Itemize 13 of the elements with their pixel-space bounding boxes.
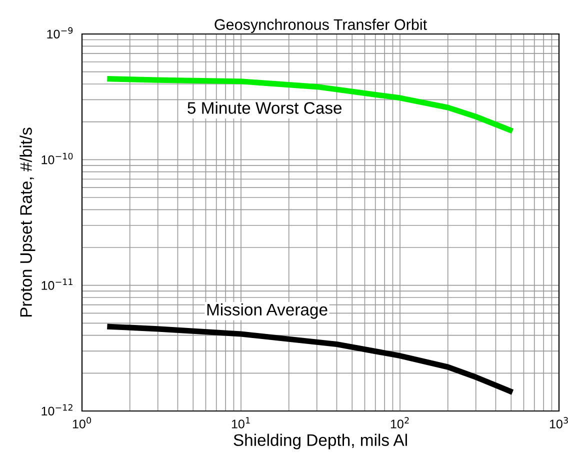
y-tick-label: 10$^{−10}$ [42,152,73,164]
y-tick-label: 10$^{−9}$ [47,27,73,39]
y-tick-label: 10$^{−11}$ [42,278,72,290]
x-tick-label: 10$^{2}$ [390,417,409,428]
series-label: 5 Minute Worst Case [188,102,342,114]
x-tick-label: 10$^{3}$ [550,417,568,428]
x-tick-label: 10$^{0}$ [72,417,92,428]
x-tick-label: 10$^{1}$ [232,417,250,428]
y-axis-title: Proton Upset Rate, #/bit/s [20,128,36,317]
series-label: Mission Average [207,303,328,319]
y-tick-label: 10$^{−12}$ [42,404,72,416]
x-axis-title: Shielding Depth, mils Al [234,434,407,450]
chart-title: Geosynchronous Transfer Orbit [214,18,427,34]
